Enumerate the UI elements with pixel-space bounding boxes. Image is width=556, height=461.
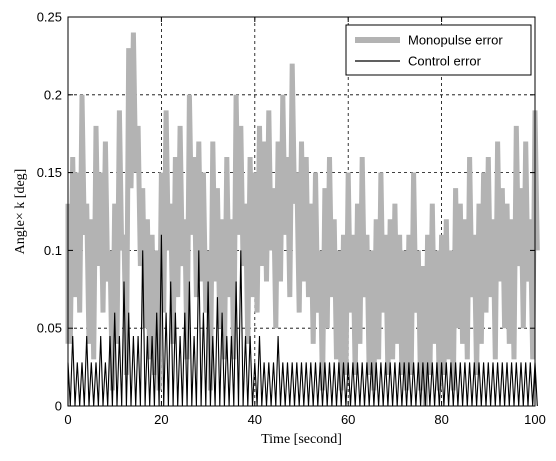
y-axis-label: Angle× k [deg] — [13, 169, 28, 255]
legend: Monopulse error Control error — [345, 24, 532, 76]
y-tick-label: 0.25 — [37, 10, 62, 25]
y-tick-label: 0.15 — [37, 165, 62, 180]
x-tick-label: 60 — [341, 412, 355, 427]
x-axis-label: Time [second] — [261, 432, 342, 447]
legend-label-control-error: Control error — [408, 54, 482, 69]
y-tick-label: 0 — [55, 399, 62, 414]
legend-label-monopulse-error: Monopulse error — [408, 33, 503, 48]
x-tick-label: 0 — [64, 412, 71, 427]
ticks: 0 20 40 60 80 100 0 0.05 0.1 0.15 0.2 0.25 — [37, 10, 546, 428]
x-tick-label: 20 — [154, 412, 168, 427]
plot-frame — [67, 16, 536, 407]
y-tick-label: 0.1 — [44, 243, 62, 258]
series-line-monopulse-error — [65, 32, 540, 407]
series-line-control-error — [67, 234, 538, 407]
x-tick-label: 40 — [248, 412, 262, 427]
legend-box — [345, 24, 532, 76]
x-tick-label: 80 — [434, 412, 448, 427]
y-tick-label: 0.05 — [37, 321, 62, 336]
x-tick-label: 100 — [524, 412, 546, 427]
series-layer — [65, 32, 540, 407]
y-tick-label: 0.2 — [44, 87, 62, 102]
